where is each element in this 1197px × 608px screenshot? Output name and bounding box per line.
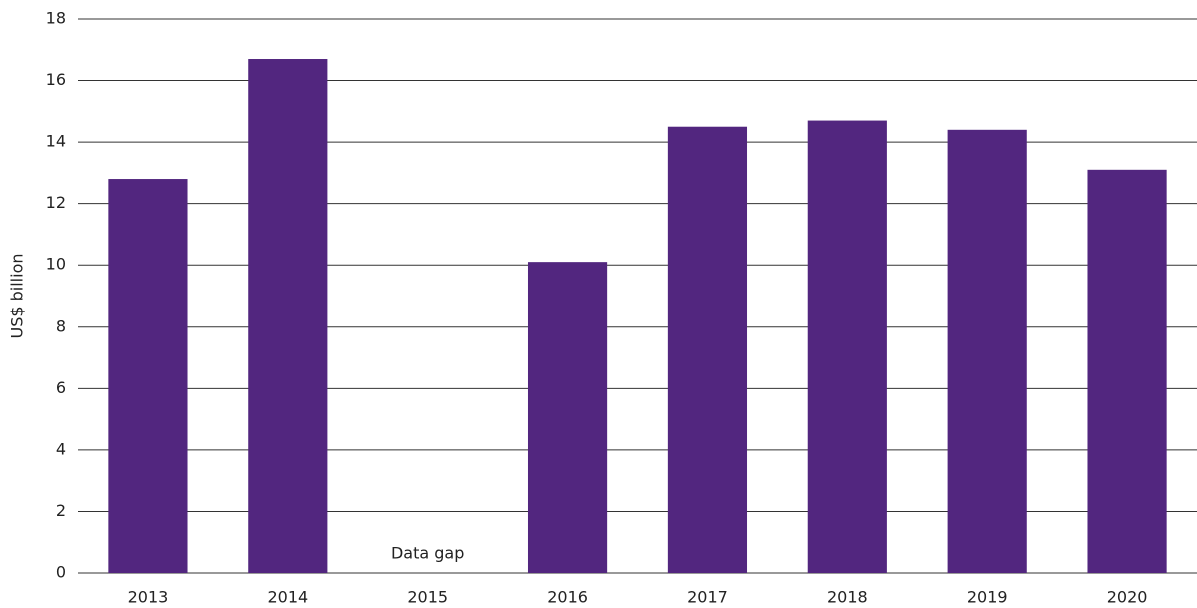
x-tick-label: 2016: [547, 588, 588, 607]
x-tick-label: 2019: [967, 588, 1008, 607]
y-tick-label: 2: [56, 501, 66, 520]
y-tick-label: 14: [46, 132, 66, 151]
y-tick-label: 8: [56, 316, 66, 335]
bar: [248, 59, 328, 574]
annotation: Data gap: [391, 544, 464, 563]
bar: [667, 126, 748, 573]
bar: [947, 129, 1027, 574]
y-tick-label: 12: [46, 193, 66, 212]
bar: [108, 179, 188, 574]
bar: [1087, 169, 1167, 574]
bar: [807, 120, 887, 574]
y-tick-label: 18: [46, 9, 66, 28]
y-tick-label: 0: [56, 563, 66, 582]
x-tick-label: 2014: [267, 588, 308, 607]
bar: [527, 262, 608, 573]
x-tick-label: 2020: [1107, 588, 1148, 607]
x-tick-label: 2018: [827, 588, 868, 607]
y-tick-label: 4: [56, 439, 66, 458]
x-tick-label: 2017: [687, 588, 728, 607]
y-tick-label: 6: [56, 378, 66, 397]
x-tick-label: 2013: [128, 588, 169, 607]
x-tick-label: 2015: [407, 588, 448, 607]
y-tick-label: 16: [46, 70, 66, 89]
y-tick-label: 10: [46, 255, 66, 274]
y-axis-label: US$ billion: [8, 254, 27, 339]
